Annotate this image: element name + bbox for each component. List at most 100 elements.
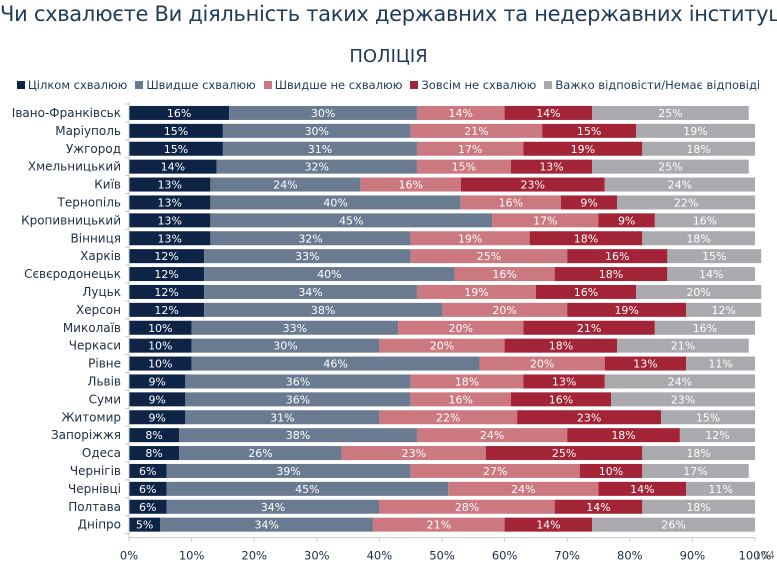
x-tick-label: 40% [367,549,393,560]
data-label: 19% [614,304,638,317]
bar-segment [129,177,211,192]
bar-segment [504,338,618,353]
category-label: Хмельницький [28,160,121,174]
data-label: 12% [154,286,178,299]
bar-segment [592,517,755,532]
category-label: Кропивницький [21,213,121,227]
data-label: 13% [157,179,181,192]
data-label: 27% [483,465,507,478]
legend: Цілком схвалюю Швидше схвалюю Швидше не сх… [0,78,777,92]
data-label: 11% [708,358,732,371]
bar-segment [542,123,637,138]
data-label: 9% [580,196,597,209]
bar-segment [454,267,555,282]
data-label: 17% [458,143,482,156]
bar-segment [129,320,192,335]
page-number: 104 [754,549,775,562]
data-label: 30% [305,125,329,138]
category-label: Луцьк [82,285,121,299]
bar-segment [204,249,411,264]
legend-label: Швидше не схвалюю [274,78,403,92]
data-label: 10% [148,340,172,353]
bar-segment [592,105,749,120]
chart-title: Чи схвалюєте Ви діяльність таких державн… [0,2,777,26]
bar-segment [360,177,461,192]
bar-segment [686,481,755,496]
x-tick-label: 90% [680,549,706,560]
bar-segment [504,105,593,120]
x-tick-label: 30% [304,549,330,560]
bar-segment [523,320,655,335]
bar-segment [129,141,223,156]
data-label: 20% [430,340,454,353]
data-label: 40% [317,268,341,281]
data-label: 15% [164,143,188,156]
data-label: 18% [686,501,710,514]
data-label: 34% [254,519,278,532]
bar-segment [460,195,561,210]
data-label: 17% [683,465,707,478]
data-label: 14% [161,161,185,174]
data-label: 32% [298,232,322,245]
data-label: 36% [286,375,310,388]
bar-segment [129,213,211,228]
bar-segment [179,446,342,461]
bar-segment [642,231,755,246]
bar-segment [129,374,186,389]
bar-segment [129,517,161,532]
bar-segment [210,231,411,246]
data-label: 22% [674,196,698,209]
data-label: 20% [530,358,554,371]
data-label: 33% [283,322,307,335]
data-label: 24% [511,483,535,496]
data-label: 25% [477,250,501,263]
data-label: 13% [157,196,181,209]
data-label: 13% [552,375,576,388]
data-label: 23% [521,179,545,192]
data-label: 16% [449,393,473,406]
data-label: 19% [464,286,488,299]
data-label: 18% [686,143,710,156]
category-label: Дніпро [78,518,121,532]
legend-item: Зовсім не схвалюю [410,78,536,92]
data-label: 12% [154,250,178,263]
bar-segment [129,499,167,514]
data-label: 15% [696,411,720,424]
data-label: 20% [492,304,516,317]
data-label: 33% [295,250,319,263]
data-label: 10% [599,465,623,478]
data-label: 21% [427,519,451,532]
bar-segment [204,284,417,299]
bar-segment [617,195,755,210]
bar-segment [210,177,361,192]
data-label: 14% [536,107,560,120]
data-label: 14% [699,268,723,281]
data-label: 14% [536,519,560,532]
data-label: 21% [671,340,695,353]
data-label: 14% [586,501,610,514]
bar-segment [416,159,511,174]
bar-segment [667,249,762,264]
data-label: 23% [671,393,695,406]
bar-segment [179,428,417,443]
bar-segment [210,213,493,228]
data-label: 13% [539,161,563,174]
bar-segment [654,213,755,228]
bar-segment [341,446,486,461]
bar-segment [379,338,505,353]
data-label: 16% [492,268,516,281]
legend-label: Швидше схвалюю [146,78,256,92]
bar-segment [492,213,599,228]
legend-label: Важко відповісти/Немає відповіді [555,78,761,92]
bar-segment [642,446,755,461]
data-label: 20% [449,322,473,335]
data-label: 12% [711,304,735,317]
category-label: Чернігів [70,464,121,478]
bar-segment [166,463,411,478]
bar-segment [204,302,442,317]
data-label: 16% [398,179,422,192]
legend-item: Швидше не схвалюю [263,78,403,92]
data-label: 16% [693,214,717,227]
data-label: 23% [402,447,426,460]
bar-segment [523,141,643,156]
